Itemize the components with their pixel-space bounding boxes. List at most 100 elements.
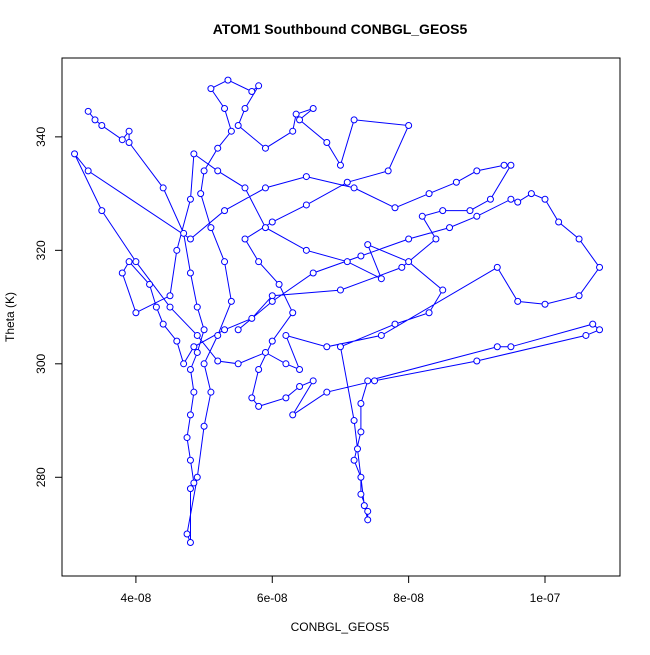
y-tick-label: 300 [34,353,48,373]
data-point [186,411,194,419]
data-point [289,411,297,419]
data-point [166,303,174,311]
data-point [159,320,167,328]
data-point [493,263,501,271]
data-point [207,388,215,396]
data-point [255,258,263,266]
data-point [425,309,433,317]
data-point [98,122,106,130]
data-point [132,309,140,317]
data-point [493,343,501,351]
data-point [207,85,215,93]
data-point [555,218,563,226]
data-point [350,456,358,464]
data-point [193,348,201,356]
data-point [507,343,515,351]
data-point [473,212,481,220]
data-point [221,104,229,112]
data-point [541,195,549,203]
data-point [125,139,133,147]
data-point [183,530,191,538]
data-point [173,246,181,254]
data-point [350,184,358,192]
data-point [391,320,399,328]
data-point [268,297,276,305]
x-tick-label: 1e-07 [530,591,561,605]
data-point [292,110,300,118]
data-point [186,365,194,373]
data-point [227,297,235,305]
data-point [541,300,549,308]
data-point [221,207,229,215]
data-point [159,184,167,192]
data-point [261,348,269,356]
data-point [193,331,201,339]
data-point [214,144,222,152]
data-point [186,539,194,547]
data-point [377,331,385,339]
data-point [596,326,604,334]
data-point [452,178,460,186]
data-point [193,303,201,311]
data-point [405,235,413,243]
data-point [200,360,208,368]
data-point [500,161,508,169]
data-point [575,292,583,300]
data-point [575,235,583,243]
data-point [309,269,317,277]
data-point [152,303,160,311]
data-point [166,292,174,300]
data-point [146,280,154,288]
data-point [514,297,522,305]
data-point [234,360,242,368]
data-point [268,218,276,226]
data-point [227,127,235,135]
data-point [364,377,372,385]
data-point [282,394,290,402]
data-point [357,490,365,498]
data-point [302,246,310,254]
data-point [589,320,597,328]
data-point [486,195,494,203]
data-point [439,286,447,294]
data-point [132,258,140,266]
data-point [357,252,365,260]
data-point [234,122,242,130]
data-point [350,116,358,124]
data-point [473,167,481,175]
data-point [336,286,344,294]
data-point [289,309,297,317]
data-point [425,190,433,198]
data-point [261,144,269,152]
data-point [125,258,133,266]
data-point [261,224,269,232]
data-point [183,434,191,442]
data-point [221,326,229,334]
data-point [173,337,181,345]
data-point [357,473,365,481]
data-point [180,229,188,237]
x-tick-label: 4e-08 [121,591,152,605]
data-point [466,207,474,215]
series-line [74,79,601,543]
data-point [190,343,198,351]
data-point [241,235,249,243]
data-point [193,473,201,481]
x-axis-label: CONBGL_GEOS5 [291,620,390,634]
y-tick-label: 320 [34,240,48,260]
data-point [241,184,249,192]
data-point [507,195,515,203]
data-point [309,104,317,112]
data-point [473,357,481,365]
data-point [323,343,331,351]
data-point [439,207,447,215]
data-point [405,122,413,130]
data-point [180,360,188,368]
data-point [207,224,215,232]
data-point [214,167,222,175]
data-point [350,417,358,425]
data-point [71,150,79,158]
data-point [357,428,365,436]
data-point [343,178,351,186]
